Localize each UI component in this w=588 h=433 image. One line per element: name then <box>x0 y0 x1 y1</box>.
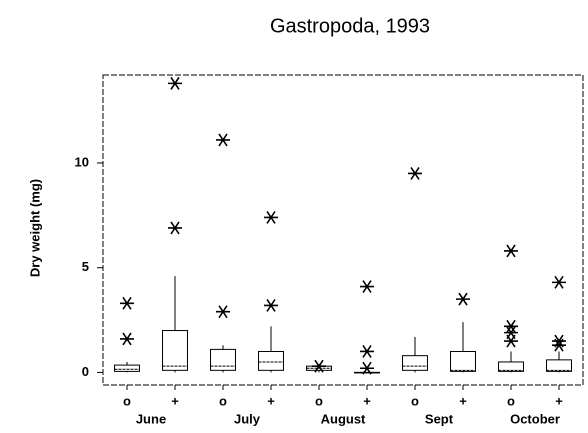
outlier <box>216 305 230 319</box>
x-tick-label: o <box>219 393 227 408</box>
x-tick-label: o <box>315 393 323 408</box>
box <box>402 355 428 371</box>
outlier <box>504 244 518 258</box>
group-label: June <box>136 411 166 426</box>
group-label: July <box>234 411 261 426</box>
group-label: Sept <box>425 411 454 426</box>
x-tick-label: o <box>507 393 515 408</box>
outlier <box>120 296 134 310</box>
outlier <box>360 280 374 293</box>
box <box>258 350 284 371</box>
plot-frame <box>102 74 584 386</box>
x-tick-label: + <box>363 393 371 408</box>
outlier <box>360 345 374 358</box>
y-tick-label: 0 <box>82 364 89 379</box>
outlier <box>504 319 518 333</box>
x-tick-label: + <box>555 393 563 408</box>
outlier <box>312 359 326 373</box>
box <box>162 330 188 371</box>
outlier <box>264 210 278 224</box>
x-tick-label: + <box>459 393 467 408</box>
outlier <box>168 221 182 235</box>
outlier <box>552 334 566 348</box>
x-tick-label: o <box>411 393 419 408</box>
outlier <box>408 167 422 180</box>
box <box>546 359 572 372</box>
box <box>498 361 524 372</box>
outlier <box>168 76 182 90</box>
y-tick-label: 5 <box>82 259 89 274</box>
chart-title: Gastropoda, 1993 <box>270 15 430 37</box>
outlier <box>504 334 518 348</box>
outlier <box>504 326 518 340</box>
outlier <box>456 292 470 306</box>
outlier <box>360 361 374 375</box>
x-tick-label: + <box>267 393 275 408</box>
outlier <box>264 298 278 312</box>
y-tick-label: 10 <box>75 154 89 169</box>
y-axis-label: Dry weight (mg) <box>27 179 42 277</box>
group-label: August <box>321 411 366 426</box>
outlier <box>120 332 134 346</box>
outlier <box>552 275 566 289</box>
box <box>114 364 140 372</box>
box <box>450 350 476 372</box>
x-tick-label: o <box>123 393 131 408</box>
group-label: October <box>510 411 560 426</box>
x-tick-label: + <box>171 393 179 408</box>
box <box>210 348 236 371</box>
outlier <box>216 133 230 147</box>
